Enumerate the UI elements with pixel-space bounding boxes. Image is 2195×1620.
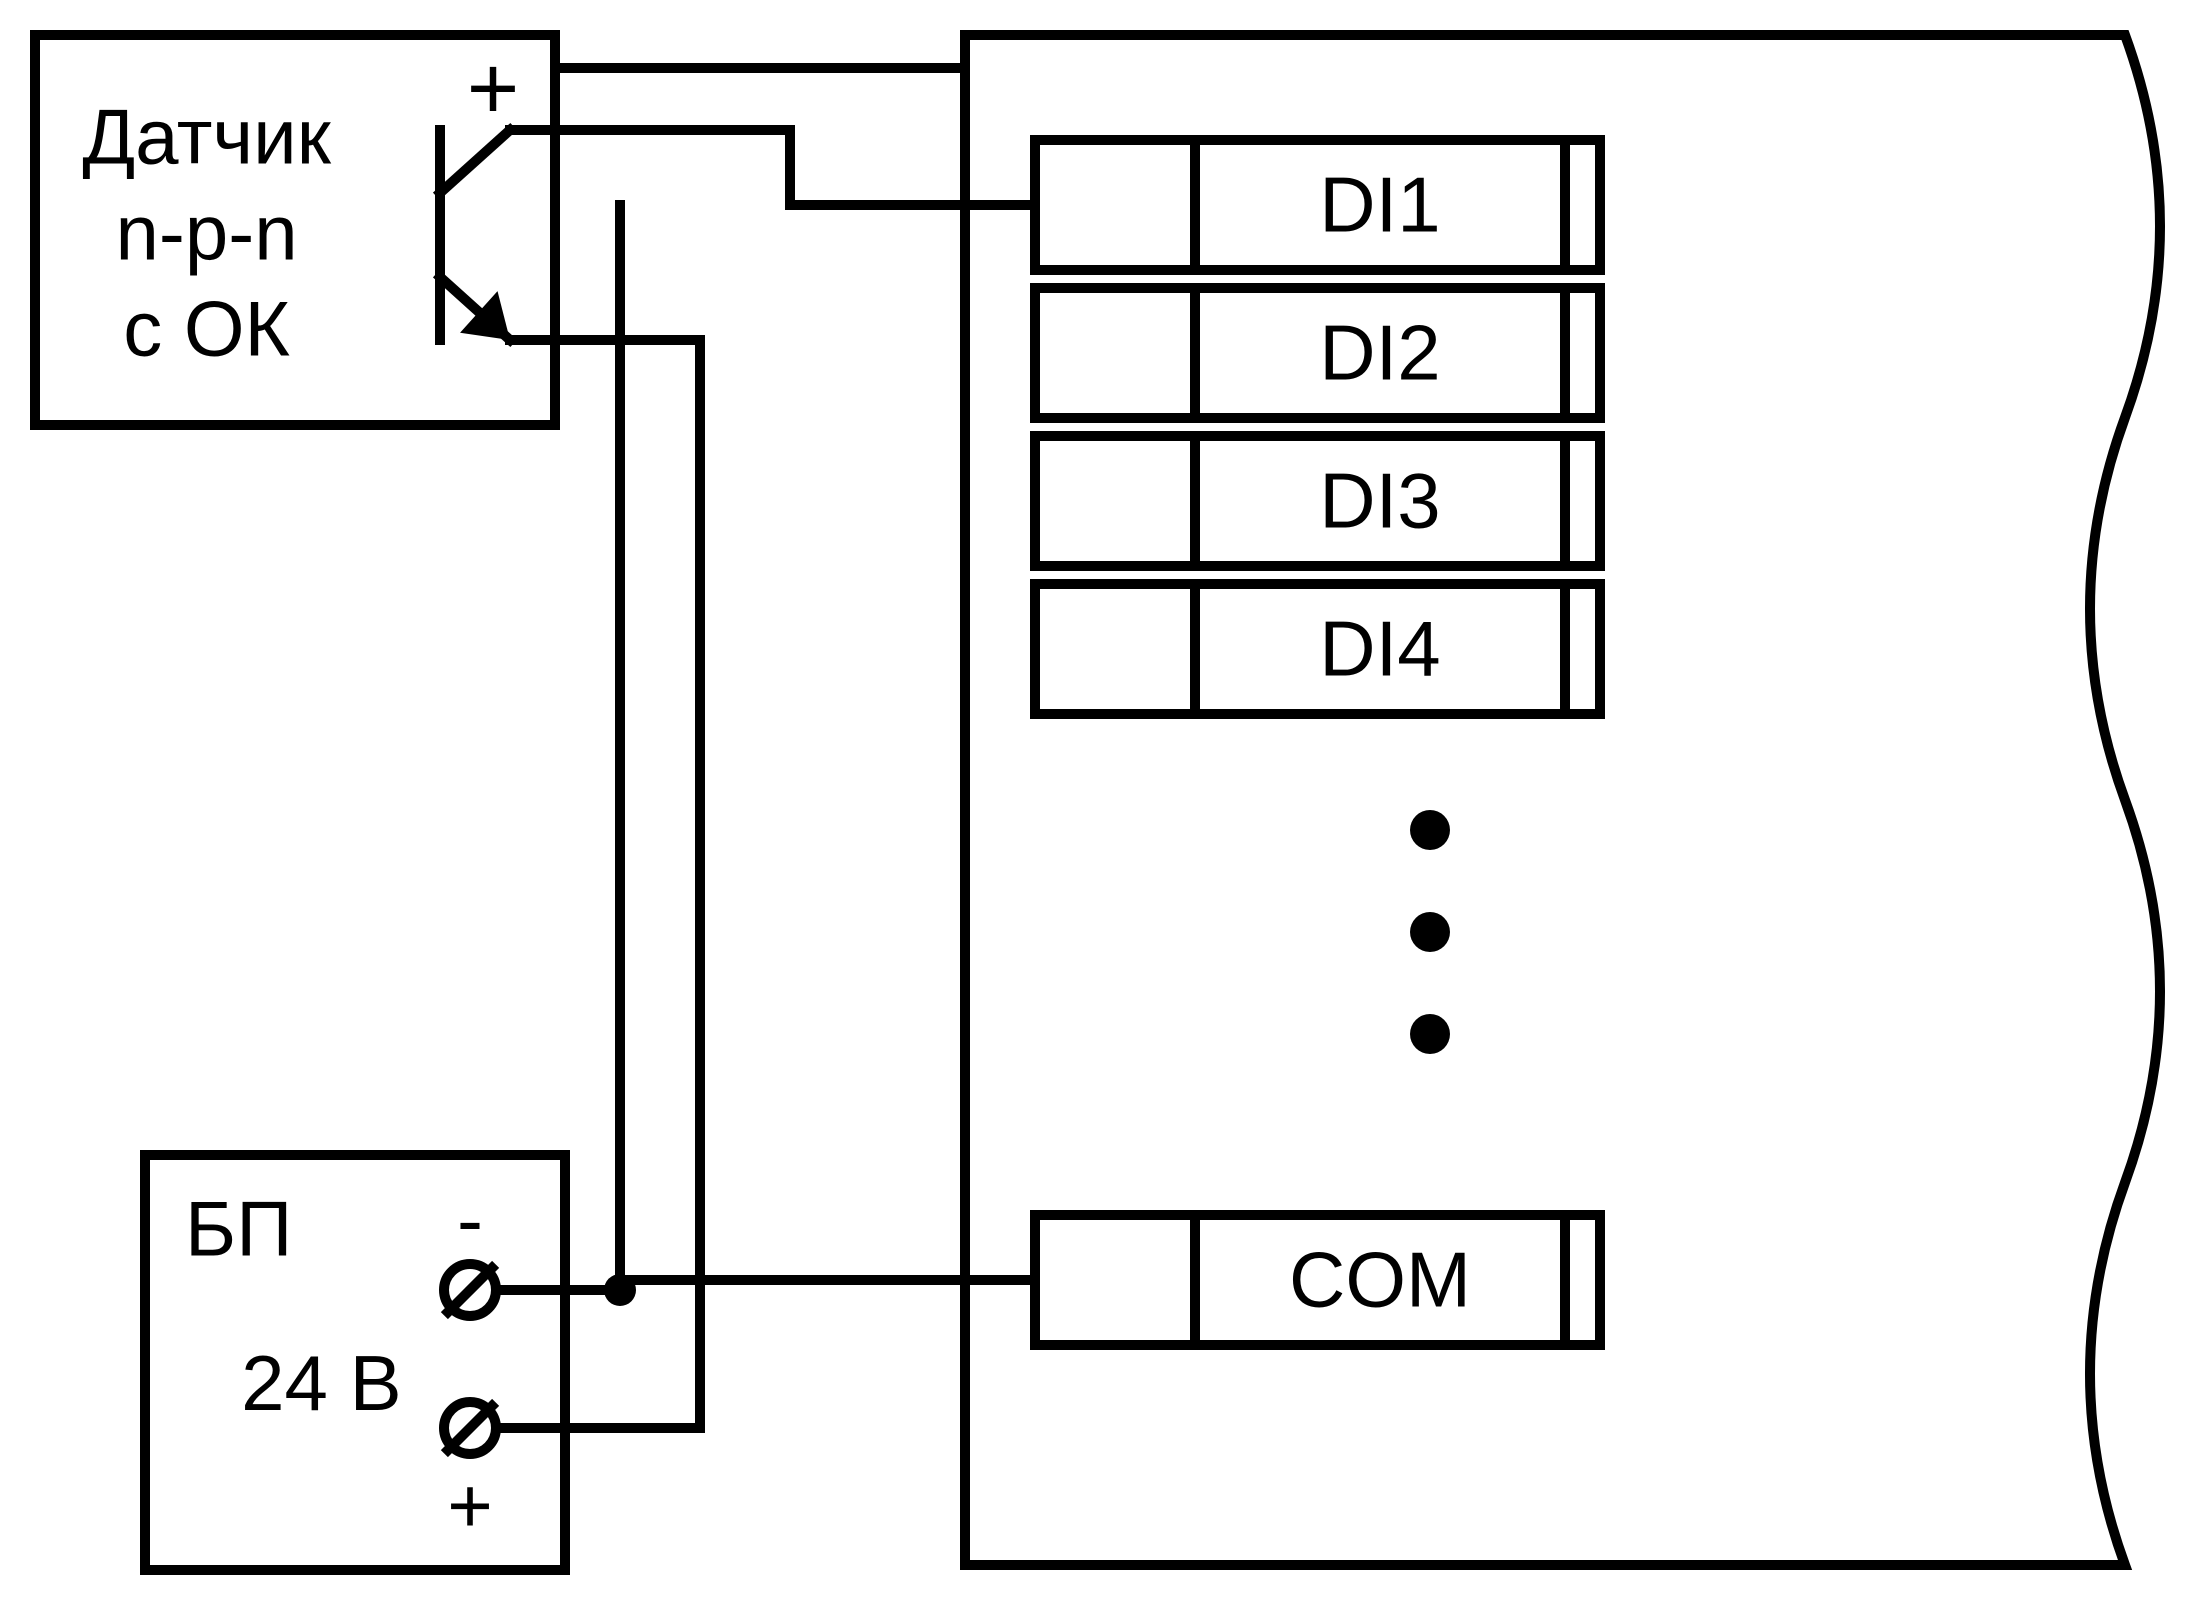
sensor-label-line-1: n-p-n	[116, 189, 298, 277]
ellipsis-dot-0	[1410, 810, 1450, 850]
sensor-label-line-2: с ОК	[123, 285, 290, 373]
psu-sign-plus: +	[447, 1462, 493, 1550]
sensor-plus-symbol: +	[467, 39, 520, 139]
terminal-label-COM: COM	[1289, 1236, 1471, 1324]
terminal-row-DI1	[1035, 140, 1600, 270]
terminal-label-DI4: DI4	[1319, 605, 1440, 693]
terminal-row-DI2	[1035, 288, 1600, 418]
terminal-label-DI1: DI1	[1319, 161, 1440, 249]
terminal-row-DI3	[1035, 436, 1600, 566]
transistor-collector-leg	[440, 130, 510, 193]
terminal-row-DI4	[1035, 584, 1600, 714]
ellipsis-dot-2	[1410, 1014, 1450, 1054]
sensor-label-line-0: Датчик	[82, 93, 331, 181]
wire-psu-minus-to-com	[620, 1280, 1035, 1290]
terminal-label-DI3: DI3	[1319, 457, 1440, 545]
wiring-diagram: Датчикn-p-nс ОК + DI1 DI2 DI3 DI4 COM БП 24 В- +	[0, 0, 2195, 1620]
ellipsis-dot-1	[1410, 912, 1450, 952]
psu-sign-minus: -	[457, 1176, 483, 1264]
psu-voltage: 24 В	[241, 1339, 401, 1427]
wire-emitter-to-psu-plus	[496, 340, 700, 1428]
terminal-label-DI2: DI2	[1319, 309, 1440, 397]
psu-title: БП	[185, 1185, 292, 1273]
